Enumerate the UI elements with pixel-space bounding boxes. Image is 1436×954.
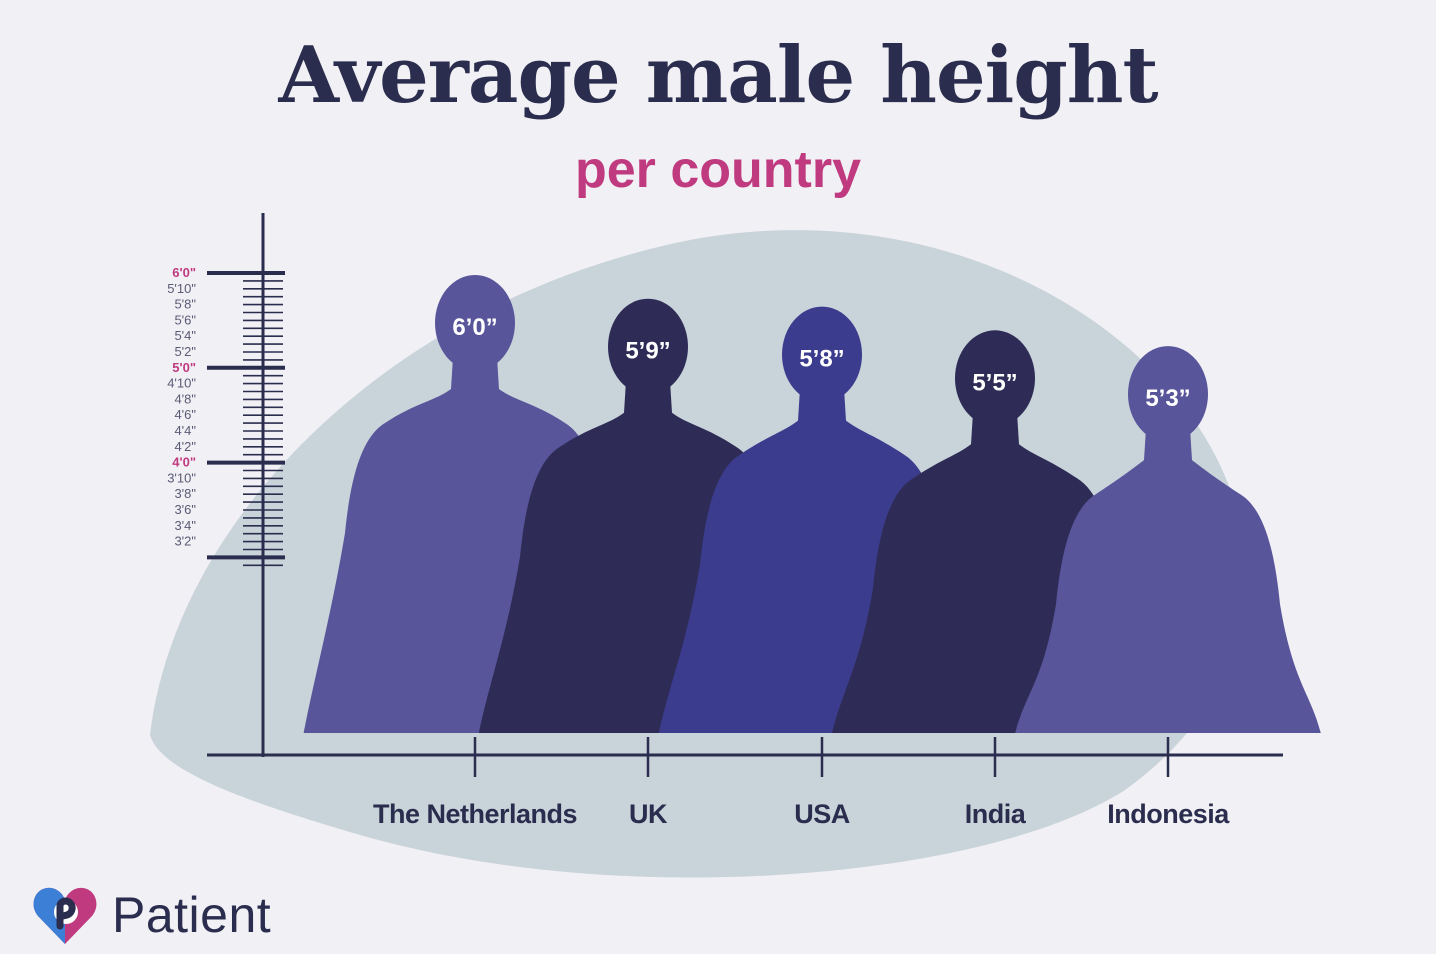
height-value-label: 5’8” [799, 346, 844, 373]
y-tick-label: 4'4" [174, 423, 196, 438]
y-tick-label: 3'6" [174, 502, 196, 517]
height-value-label: 5’5” [972, 369, 1017, 396]
figure-head [782, 306, 862, 403]
y-tick-label: 4'6" [174, 407, 196, 422]
x-category-label: The Netherlands [373, 799, 577, 829]
figures-layer [303, 275, 1321, 733]
y-tick-label: 3'10" [167, 470, 196, 485]
labels-layer: 6’0” 5’9” 5’8” 5’5” 5’3” The Netherlands UK USA… [373, 314, 1231, 829]
y-tick-label: 4'8" [174, 391, 196, 406]
height-value-label: 5’9” [625, 338, 670, 365]
figure-indonesia [1015, 346, 1321, 733]
y-tick-label: 3'4" [174, 518, 196, 533]
brand-name: Patient [112, 887, 272, 943]
y-tick-label: 4'10" [167, 376, 196, 391]
figure-body [1015, 428, 1321, 733]
y-tick-label: 4'2" [174, 439, 196, 454]
y-tick-label: 5'2" [174, 344, 196, 359]
y-tick-label: 4'0" [172, 455, 196, 470]
height-value-label: 5’3” [1145, 385, 1190, 412]
x-category-label: UK [629, 799, 668, 829]
y-tick-label: 3'2" [174, 534, 196, 549]
figure-head [955, 330, 1035, 427]
figure-head [1128, 346, 1208, 443]
brand: Patient [30, 882, 271, 948]
heart-p-logo-icon [33, 887, 97, 944]
x-category-label: India [965, 799, 1027, 829]
y-tick-label: 5'8" [174, 297, 196, 312]
figure-head [435, 275, 515, 371]
x-category-label: USA [794, 799, 850, 829]
y-tick-label: 5'10" [167, 281, 196, 296]
y-tick-label: 3'8" [174, 486, 196, 501]
figure-head [608, 298, 688, 395]
y-tick-label: 6'0" [172, 265, 196, 280]
axes-layer: 6'0"5'10"5'8"5'6"5'4"5'2"5'0"4'10"4'8"4'… [167, 213, 1283, 777]
y-tick-label: 5'4" [174, 328, 196, 343]
page-subtitle: per country [574, 141, 862, 199]
height-value-label: 6’0” [452, 314, 497, 341]
y-tick-label: 5'0" [172, 360, 196, 375]
x-category-label: Indonesia [1107, 799, 1230, 829]
y-tick-label: 5'6" [174, 312, 196, 327]
page-title: Average male height [278, 30, 1159, 121]
